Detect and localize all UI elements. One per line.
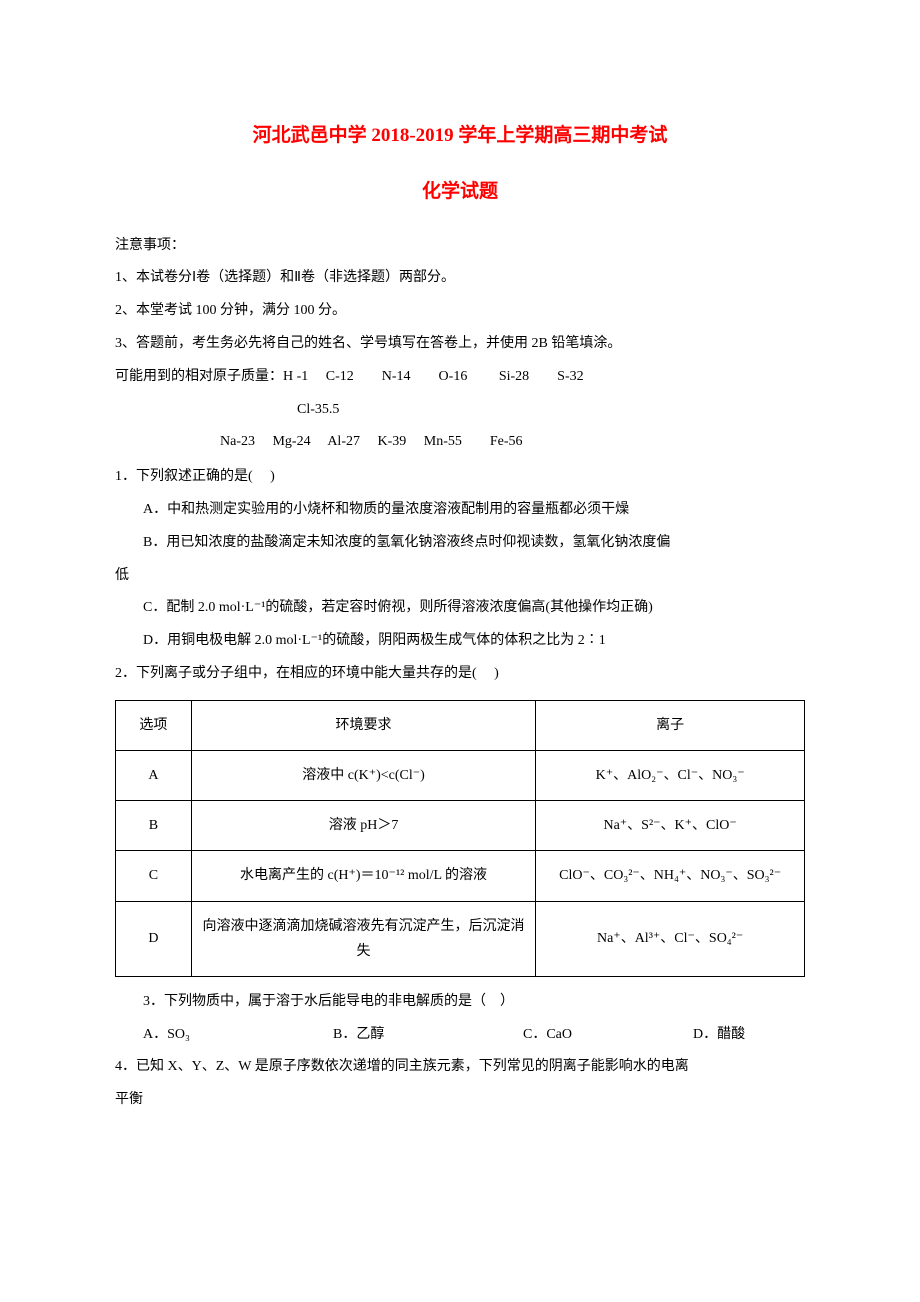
cell-env: 向溶液中逐滴滴加烧碱溶液先有沉淀产生，后沉淀消失 bbox=[191, 901, 536, 976]
q3-opt-c: C．CaO bbox=[523, 1020, 693, 1051]
q3-options: A．SO₃ B．乙醇 C．CaO D．醋酸 bbox=[115, 1020, 805, 1051]
q3-opt-a: A．SO₃ bbox=[143, 1020, 333, 1051]
q2-stem: 2．下列离子或分子组中，在相应的环境中能大量共存的是( ) bbox=[115, 659, 805, 690]
cell-env: 水电离产生的 c(H⁺)＝10⁻¹² mol/L 的溶液 bbox=[191, 851, 536, 901]
table-row: B 溶液 pH＞7 Na⁺、S²⁻、K⁺、ClO⁻ bbox=[116, 801, 805, 851]
th-ions: 离子 bbox=[536, 700, 805, 750]
cell-ions: ClO⁻、CO₃²⁻、NH₄⁺、NO₃⁻、SO₃²⁻ bbox=[536, 851, 805, 901]
cell-opt: D bbox=[116, 901, 192, 976]
atomic-mass-line2: Cl-35.5 bbox=[115, 395, 805, 426]
cell-env: 溶液中 c(K⁺)<c(Cl⁻) bbox=[191, 750, 536, 800]
q4-line2: 平衡 bbox=[115, 1085, 805, 1116]
q3-stem: 3．下列物质中，属于溶于水后能导电的非电解质的是（ ） bbox=[115, 987, 805, 1018]
table-row: A 溶液中 c(K⁺)<c(Cl⁻) K⁺、AlO₂⁻、Cl⁻、NO₃⁻ bbox=[116, 750, 805, 800]
table-row: C 水电离产生的 c(H⁺)＝10⁻¹² mol/L 的溶液 ClO⁻、CO₃²… bbox=[116, 851, 805, 901]
cell-ions: Na⁺、Al³⁺、Cl⁻、SO₄²⁻ bbox=[536, 901, 805, 976]
cell-ions: K⁺、AlO₂⁻、Cl⁻、NO₃⁻ bbox=[536, 750, 805, 800]
cell-opt: B bbox=[116, 801, 192, 851]
q1-stem: 1．下列叙述正确的是( ) bbox=[115, 462, 805, 493]
notice-item-2: 2、本堂考试 100 分钟，满分 100 分。 bbox=[115, 296, 805, 327]
cell-opt: A bbox=[116, 750, 192, 800]
title-sub: 化学试题 bbox=[115, 171, 805, 213]
q3-opt-b: B．乙醇 bbox=[333, 1020, 523, 1051]
notice-item-1: 1、本试卷分Ⅰ卷（选择题）和Ⅱ卷（非选择题）两部分。 bbox=[115, 263, 805, 294]
q4-line1: 4．已知 X、Y、Z、W 是原子序数依次递增的同主族元素，下列常见的阴离子能影响… bbox=[115, 1052, 805, 1083]
q1-opt-c: C．配制 2.0 mol·L⁻¹的硫酸，若定容时俯视，则所得溶液浓度偏高(其他操… bbox=[115, 593, 805, 624]
notice-item-3: 3、答题前，考生务必先将自己的姓名、学号填写在答卷上，并使用 2B 铅笔填涂。 bbox=[115, 329, 805, 360]
atomic-mass-line1: 可能用到的相对原子质量：H -1 C-12 N-14 O-16 Si-28 S-… bbox=[115, 362, 805, 393]
q2-table: 选项 环境要求 离子 A 溶液中 c(K⁺)<c(Cl⁻) K⁺、AlO₂⁻、C… bbox=[115, 700, 805, 977]
th-env: 环境要求 bbox=[191, 700, 536, 750]
cell-ions: Na⁺、S²⁻、K⁺、ClO⁻ bbox=[536, 801, 805, 851]
title-main: 河北武邑中学 2018-2019 学年上学期高三期中考试 bbox=[115, 115, 805, 157]
q1-opt-b-line2: 低 bbox=[115, 561, 805, 592]
table-header-row: 选项 环境要求 离子 bbox=[116, 700, 805, 750]
q1-opt-a: A．中和热测定实验用的小烧杯和物质的量浓度溶液配制用的容量瓶都必须干燥 bbox=[115, 495, 805, 526]
cell-env: 溶液 pH＞7 bbox=[191, 801, 536, 851]
cell-opt: C bbox=[116, 851, 192, 901]
atomic-mass-line3: Na-23 Mg-24 Al-27 K-39 Mn-55 Fe-56 bbox=[115, 427, 805, 458]
table-row: D 向溶液中逐滴滴加烧碱溶液先有沉淀产生，后沉淀消失 Na⁺、Al³⁺、Cl⁻、… bbox=[116, 901, 805, 976]
q3-opt-d: D．醋酸 bbox=[693, 1020, 745, 1051]
q1-opt-b-line1: B．用已知浓度的盐酸滴定未知浓度的氢氧化钠溶液终点时仰视读数，氢氧化钠浓度偏 bbox=[115, 528, 805, 559]
q1-opt-d: D．用铜电极电解 2.0 mol·L⁻¹的硫酸，阴阳两极生成气体的体积之比为 2… bbox=[115, 626, 805, 657]
th-option: 选项 bbox=[116, 700, 192, 750]
notice-label: 注意事项： bbox=[115, 231, 805, 262]
